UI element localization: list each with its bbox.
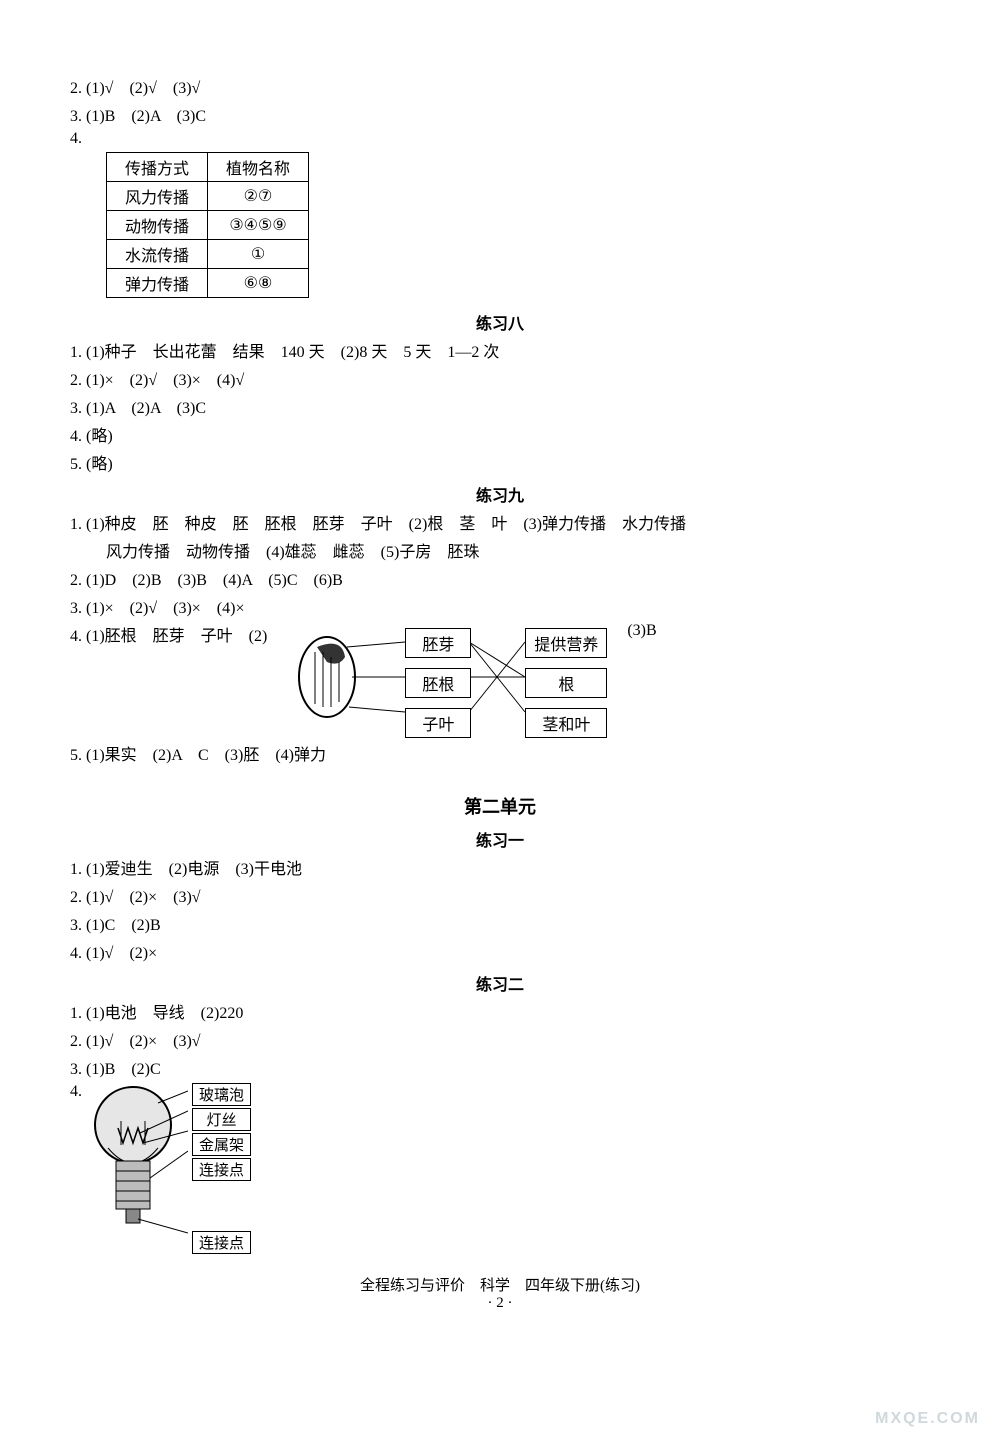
q2-line: 2. (1)√ (2)√ (3)√	[70, 74, 930, 98]
table-row: 传播方式 植物名称	[107, 153, 309, 182]
ex8-q3: 3. (1)A (2)A (3)C	[70, 394, 930, 418]
ex9-q2: 2. (1)D (2)B (3)B (4)A (5)C (6)B	[70, 566, 930, 590]
ex9-q1b: 风力传播 动物传播 (4)雄蕊 雌蕊 (5)子房 胚珠	[106, 538, 930, 562]
ex8-q2: 2. (1)× (2)√ (3)× (4)√	[70, 366, 930, 390]
table-row: 水流传播 ①	[107, 240, 309, 269]
u2e2-q1: 1. (1)电池 导线 (2)220	[70, 999, 930, 1023]
ex9-q5: 5. (1)果实 (2)A C (3)胚 (4)弹力	[70, 741, 930, 765]
q3-line: 3. (1)B (2)A (3)C	[70, 102, 930, 126]
unit2-sub: 练习一	[70, 827, 930, 851]
u2e1-q2: 2. (1)√ (2)× (3)√	[70, 883, 930, 907]
footer-page: · 2 ·	[70, 1295, 930, 1312]
box-peigen: 胚根	[405, 668, 471, 698]
label-filament: 灯丝	[192, 1108, 251, 1131]
u2e2-q4-row: 4. 玻璃泡 灯丝 金属架 连接点	[70, 1083, 930, 1254]
label-glass: 玻璃泡	[192, 1083, 251, 1106]
u2e1-q1: 1. (1)爱迪生 (2)电源 (3)干电池	[70, 855, 930, 879]
label-contact1: 连接点	[192, 1158, 251, 1181]
match-left-col: 胚芽 胚根 子叶	[405, 628, 471, 738]
table-row: 弹力传播 ⑥⑧	[107, 269, 309, 298]
ex9-q4-prefix: 4. (1)胚根 胚芽 子叶 (2)	[70, 622, 267, 646]
table-row: 动物传播 ③④⑤⑨	[107, 211, 309, 240]
watermark: MXQE.COM	[875, 1410, 980, 1428]
footer-line1: 全程练习与评价 科学 四年级下册(练习)	[70, 1274, 930, 1295]
u2e1-q3: 3. (1)C (2)B	[70, 911, 930, 935]
box-ziye: 子叶	[405, 708, 471, 738]
box-stemleaf: 茎和叶	[525, 708, 607, 738]
table-row: 风力传播 ②⑦	[107, 182, 309, 211]
box-root: 根	[525, 668, 607, 698]
label-contact2: 连接点	[192, 1231, 251, 1254]
page-footer: 全程练习与评价 科学 四年级下册(练习) · 2 ·	[70, 1274, 930, 1312]
ex8-q4: 4. (略)	[70, 422, 930, 446]
u2e2-q4: 4.	[70, 1083, 82, 1101]
ex9-title: 练习九	[70, 482, 930, 506]
ex8-q1: 1. (1)种子 长出花蕾 结果 140 天 (2)8 天 5 天 1—2 次	[70, 338, 930, 362]
col-header: 传播方式	[107, 153, 208, 182]
ex9-q4-row: 4. (1)胚根 胚芽 子叶 (2) 胚芽 胚根 子叶	[70, 622, 930, 737]
ex9-q3: 3. (1)× (2)√ (3)× (4)×	[70, 594, 930, 618]
u2e2-q2: 2. (1)√ (2)× (3)√	[70, 1027, 930, 1051]
q4-line: 4.	[70, 130, 930, 148]
u2e2-title: 练习二	[70, 971, 930, 995]
label-metal: 金属架	[192, 1133, 251, 1156]
ex8-title: 练习八	[70, 310, 930, 334]
match-right-col: 提供营养 根 茎和叶	[525, 628, 607, 738]
box-nutrition: 提供营养	[525, 628, 607, 658]
unit2-title: 第二单元	[70, 793, 930, 819]
u2e1-q4: 4. (1)√ (2)×	[70, 939, 930, 963]
u2e2-q3: 3. (1)B (2)C	[70, 1055, 930, 1079]
dispersion-table: 传播方式 植物名称 风力传播 ②⑦ 动物传播 ③④⑤⑨ 水流传播 ① 弹力传播 …	[106, 152, 309, 298]
bulb-diagram: 玻璃泡 灯丝 金属架 连接点 连接点	[88, 1083, 251, 1254]
bulb-svg	[88, 1083, 188, 1253]
ex8-q5: 5. (略)	[70, 450, 930, 474]
ex9-q1a: 1. (1)种皮 胚 种皮 胚 胚根 胚芽 子叶 (2)根 茎 叶 (3)弹力传…	[70, 510, 930, 534]
ex9-q4-suffix: (3)B	[627, 622, 656, 640]
col-header: 植物名称	[208, 153, 309, 182]
box-peiya: 胚芽	[405, 628, 471, 658]
bulb-label-column: 玻璃泡 灯丝 金属架 连接点 连接点	[192, 1083, 251, 1254]
